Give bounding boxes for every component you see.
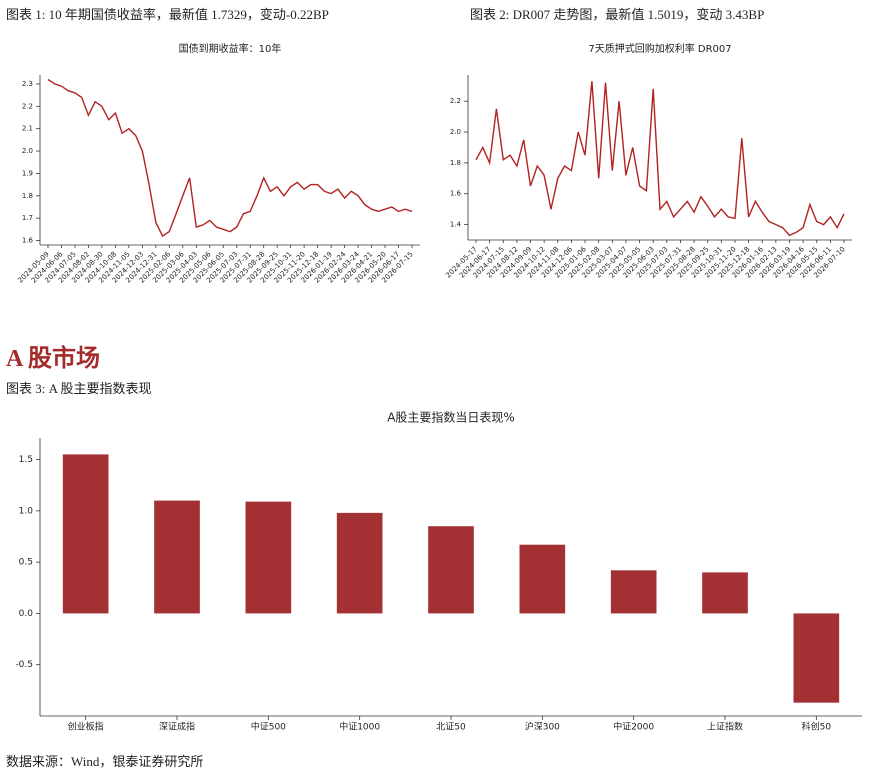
y-tick-label: 0.0 (19, 609, 34, 619)
y-tick-label: 1.7 (22, 214, 33, 222)
line (47, 78, 413, 238)
bar (428, 526, 474, 614)
bar (793, 613, 840, 703)
y-tick-label: 2.2 (450, 97, 461, 105)
y-tick-label: 2.2 (22, 102, 33, 110)
caption: 图表 3: A 股主要指数表现 (6, 381, 152, 396)
x-tick-label: 中证2000 (613, 721, 654, 733)
line (475, 81, 845, 237)
caption: 图表 2: DR007 走势图，最新值 1.5019，变动 3.43BP (470, 7, 765, 22)
y-tick-label: 0.5 (19, 558, 33, 568)
bar (610, 570, 657, 614)
y-tick-label: 2.3 (22, 80, 33, 88)
bar (519, 544, 566, 614)
chart-title: A股主要指数当日表现% (387, 410, 515, 425)
y-tick-label: 1.0 (19, 506, 34, 516)
y-tick-label: 1.5 (19, 455, 33, 465)
chart-title: 国债到期收益率：10年 (179, 42, 282, 55)
y-tick-label: 2.0 (22, 147, 33, 155)
source: 数据来源：Wind，银泰证券研究所 (6, 754, 204, 769)
caption: 图表 1: 10 年期国债收益率，最新值 1.7329，变动-0.22BP (6, 7, 329, 22)
y-tick-label: 1.6 (450, 190, 462, 198)
y-tick-label: 1.8 (450, 159, 461, 167)
y-tick-label: 1.8 (22, 192, 33, 200)
bar (702, 572, 748, 614)
section-title: A 股市场 (6, 346, 101, 372)
x-tick-label: 中证500 (251, 721, 286, 733)
x-tick-label: 中证1000 (339, 721, 380, 733)
bar (245, 501, 292, 614)
y-tick-label: 1.9 (22, 169, 33, 177)
bar (62, 454, 109, 614)
y-tick-label: 2.1 (22, 125, 33, 133)
x-tick-label: 科创50 (802, 721, 832, 733)
y-tick-label: 2.0 (450, 128, 461, 136)
x-tick-label: 沪深300 (525, 721, 560, 733)
y-tick-label: -0.5 (15, 660, 33, 670)
x-tick-label: 创业板指 (68, 721, 104, 733)
chart-title: 7天质押式回购加权利率 DR007 (588, 42, 731, 55)
bar (336, 512, 383, 614)
bar (154, 500, 200, 614)
y-tick-label: 1.4 (450, 221, 462, 229)
x-tick-label: 上证指数 (707, 721, 743, 733)
x-tick-label: 北证50 (436, 722, 466, 733)
y-tick-label: 1.6 (22, 237, 34, 245)
x-tick-label: 深证成指 (159, 721, 195, 733)
